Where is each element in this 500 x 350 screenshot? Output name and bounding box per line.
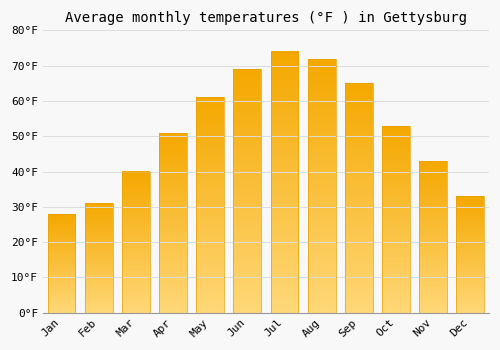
Bar — [196, 97, 224, 313]
Title: Average monthly temperatures (°F ) in Gettysburg: Average monthly temperatures (°F ) in Ge… — [65, 11, 467, 25]
Bar — [456, 196, 484, 313]
Bar — [308, 59, 336, 313]
Bar — [270, 51, 298, 313]
Bar — [159, 133, 187, 313]
Bar — [122, 172, 150, 313]
Bar — [382, 126, 410, 313]
Bar — [419, 161, 447, 313]
Bar — [234, 69, 262, 313]
Bar — [48, 214, 76, 313]
Bar — [345, 83, 373, 313]
Bar — [85, 203, 112, 313]
